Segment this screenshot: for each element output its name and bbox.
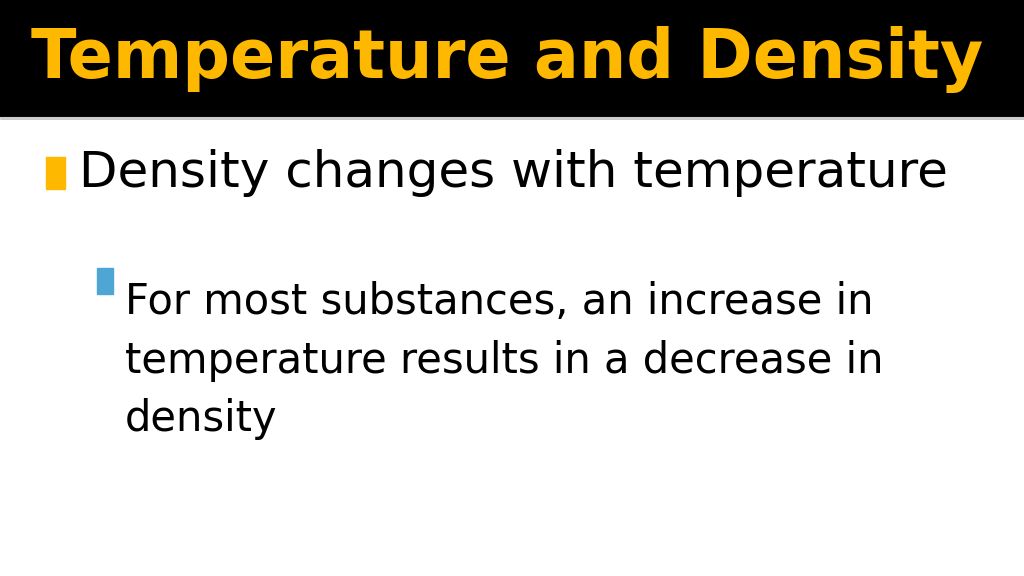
Bar [0,0,1024,118]
Text: For most substances, an increase in
temperature results in a decrease in
density: For most substances, an increase in temp… [125,281,884,440]
Bar [46,157,65,189]
Bar [97,268,113,294]
Text: Temperature and Density: Temperature and Density [31,25,983,93]
Text: Density changes with temperature: Density changes with temperature [79,149,948,197]
